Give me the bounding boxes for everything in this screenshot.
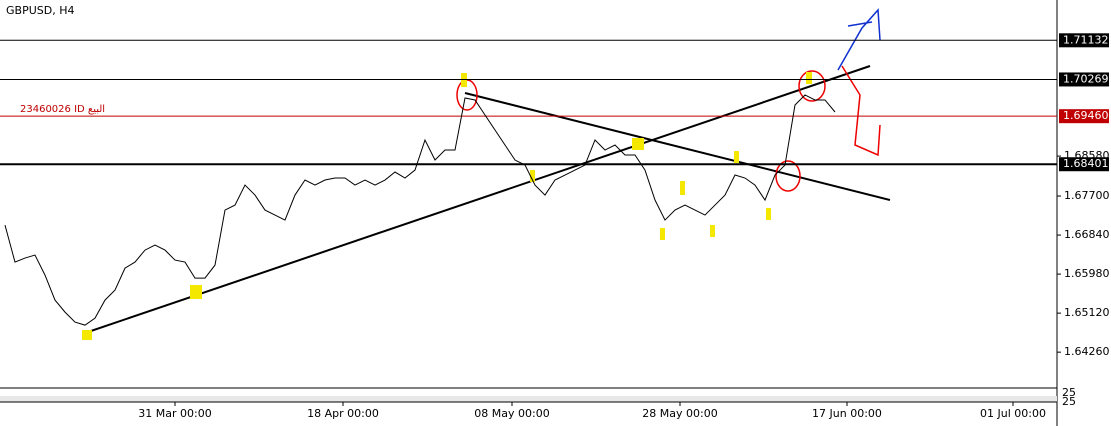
- chart-title: GBPUSD, H4: [6, 4, 74, 17]
- x-tick-label: 01 Jul 00:00: [980, 407, 1046, 420]
- indicator-label: 25: [1062, 386, 1076, 399]
- indicator-window: [0, 396, 1057, 402]
- x-tick-label: 18 Apr 00:00: [307, 407, 379, 420]
- y-tick-label: 1.65120: [1064, 306, 1110, 319]
- arrow: [841, 65, 881, 157]
- y-tick-label: 1.65980: [1064, 267, 1110, 280]
- trend-line: [464, 92, 891, 201]
- indicator-label: 25: [1062, 395, 1076, 408]
- annotations: [82, 8, 891, 340]
- level-label: 1.69460: [1063, 109, 1109, 122]
- level-label-box: [1059, 157, 1109, 172]
- y-tick-label: 1.67700: [1064, 189, 1110, 202]
- level-label-box: [1059, 33, 1109, 48]
- x-tick-label: 17 Jun 00:00: [812, 407, 882, 420]
- level-label: 1.70269: [1063, 72, 1109, 85]
- level-label: 1.68401: [1063, 157, 1109, 170]
- trend-line: [84, 65, 871, 334]
- price-line: [4, 94, 836, 326]
- level-label: 1.71132: [1063, 33, 1109, 46]
- x-tick-label: 31 Mar 00:00: [138, 407, 211, 420]
- level-label-box: [1059, 109, 1109, 124]
- x-tick-label: 28 May 00:00: [642, 407, 717, 420]
- y-tick-label: 1.66840: [1064, 228, 1110, 241]
- level-label-box: [1059, 72, 1109, 87]
- y-tick-label: 1.64260: [1064, 345, 1110, 358]
- level-note: 23460026 ID البيع: [20, 104, 105, 115]
- circle: [798, 70, 826, 102]
- markers: [82, 72, 812, 340]
- arrow: [837, 8, 881, 71]
- circle: [775, 160, 801, 192]
- x-tick-label: 08 May 00:00: [474, 407, 549, 420]
